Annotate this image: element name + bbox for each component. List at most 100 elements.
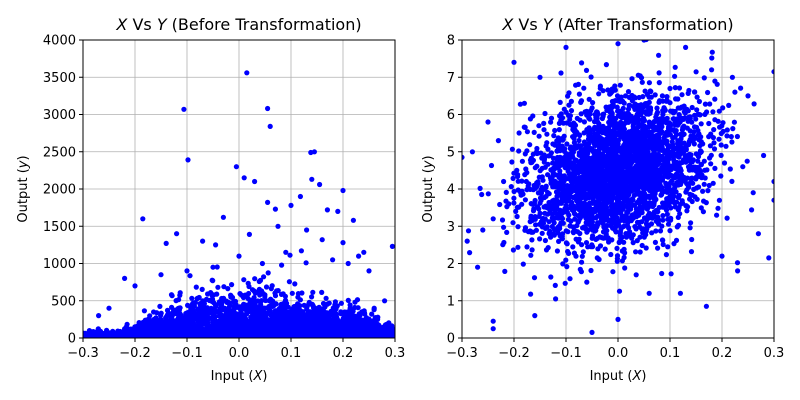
data-point [510, 220, 516, 226]
data-point [590, 100, 596, 106]
data-point [744, 158, 750, 164]
data-point [603, 62, 610, 68]
data-point [559, 216, 566, 222]
data-point [578, 111, 584, 117]
data-point [197, 302, 203, 308]
data-point [292, 313, 298, 319]
data-point [700, 188, 706, 194]
data-point [214, 264, 220, 270]
data-point [227, 333, 234, 338]
data-point [537, 236, 543, 242]
data-point [705, 89, 711, 96]
data-point [252, 276, 258, 282]
data-point [199, 308, 205, 314]
data-point [219, 319, 225, 325]
data-point [663, 252, 670, 258]
data-point [309, 176, 315, 182]
data-point [366, 268, 372, 274]
data-point [266, 305, 272, 311]
data-point [679, 198, 685, 204]
data-point [731, 119, 738, 125]
data-point [179, 323, 185, 329]
data-point [195, 332, 201, 338]
data-point [262, 292, 268, 298]
data-point [782, 116, 787, 121]
data-point [275, 223, 281, 229]
data-point [711, 146, 718, 152]
data-point [515, 244, 521, 250]
data-point [272, 317, 278, 323]
left-chart: X Vs Y (Before Transformation) −0.3 −0.2−… [16, 15, 405, 384]
data-point [160, 323, 166, 329]
x-tick-label: 0.0 [229, 346, 250, 361]
data-point [256, 286, 262, 292]
data-point [276, 313, 283, 319]
right-chart-title: X Vs Y (After Transformation) [501, 15, 733, 34]
data-point [317, 334, 323, 338]
data-point [596, 91, 602, 97]
data-point [382, 298, 388, 304]
data-point [169, 304, 175, 310]
data-point [215, 284, 221, 290]
data-point [634, 219, 641, 225]
data-point [668, 271, 674, 277]
data-point [614, 104, 620, 110]
data-point [305, 309, 311, 315]
data-point [117, 328, 123, 335]
data-point [190, 309, 197, 315]
data-point [732, 89, 738, 95]
data-point [511, 195, 517, 201]
data-point [168, 292, 175, 298]
data-point [245, 280, 251, 286]
left-chart-title: X Vs Y (Before Transformation) [115, 15, 361, 34]
data-point [659, 237, 666, 243]
data-point [232, 326, 238, 332]
data-point [289, 290, 295, 296]
data-point [556, 238, 562, 244]
data-point [201, 301, 207, 307]
data-point [275, 307, 282, 313]
data-point [372, 317, 378, 323]
data-point [220, 214, 226, 220]
x-tick-label: −0.3 [67, 346, 99, 361]
data-point [656, 99, 662, 105]
data-point [672, 64, 678, 70]
data-point [310, 305, 317, 311]
data-point [252, 290, 258, 296]
data-point [707, 101, 713, 107]
data-point [692, 194, 698, 200]
data-point [701, 75, 707, 81]
data-point [323, 295, 329, 301]
data-point [672, 85, 678, 91]
data-point [140, 323, 146, 329]
data-point [509, 159, 515, 165]
data-point [288, 202, 294, 208]
data-point [269, 283, 275, 289]
data-point [341, 314, 347, 320]
data-point [578, 99, 584, 105]
data-point [185, 157, 191, 163]
data-point [500, 242, 506, 248]
data-point [710, 180, 716, 186]
data-point [88, 335, 94, 338]
data-point [352, 299, 358, 305]
data-point [342, 309, 348, 315]
data-point [563, 240, 570, 246]
data-point [184, 268, 190, 274]
data-point [152, 328, 158, 334]
data-point [263, 297, 269, 304]
data-point [298, 248, 304, 254]
data-point [386, 320, 392, 326]
data-point [360, 333, 366, 338]
data-point [210, 278, 216, 284]
data-point [716, 108, 722, 114]
data-point [510, 247, 516, 253]
data-point [251, 298, 257, 304]
data-point [576, 91, 583, 97]
data-point [159, 328, 165, 334]
data-point [278, 291, 285, 297]
data-point [624, 222, 631, 228]
data-point [216, 299, 222, 305]
data-point [177, 292, 183, 298]
